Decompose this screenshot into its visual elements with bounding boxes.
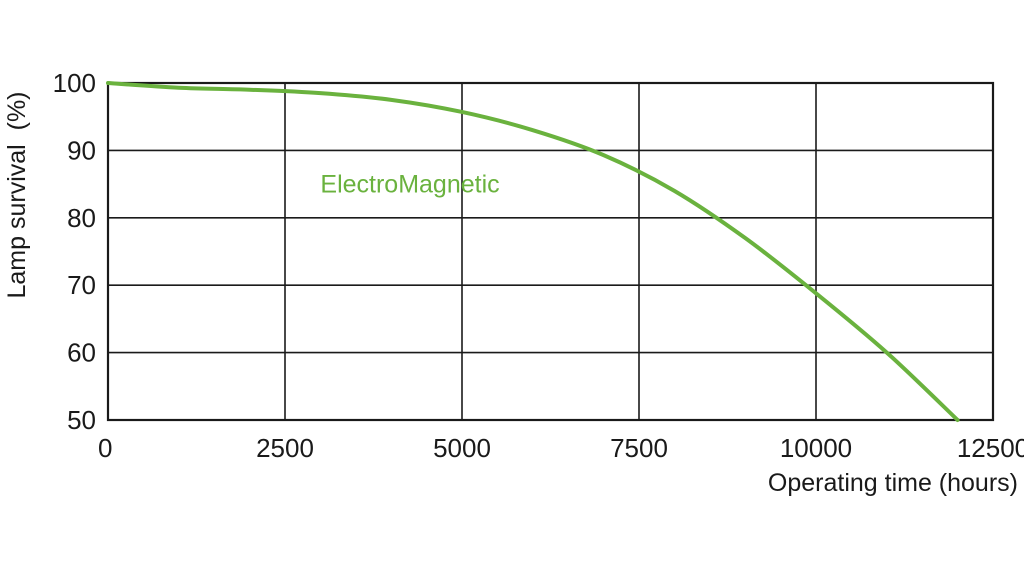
x-tick-label-0: 0 (98, 433, 112, 463)
y-tick-label-70: 70 (67, 270, 96, 300)
annotation-label-0: ElectroMagnetic (320, 170, 499, 198)
y-tick-labels: 50 60 70 80 90 100 (53, 68, 96, 435)
series-lines (106, 81, 960, 422)
plot-frame (106, 81, 995, 422)
x-tick-labels: 0 2500 5000 7500 10000 12500 (98, 433, 1024, 463)
y-tick-label-60: 60 (67, 338, 96, 368)
x-tick-label-2500: 2500 (256, 433, 314, 463)
y-tick-label-50: 50 (67, 405, 96, 435)
x-tick-label-10000: 10000 (780, 433, 852, 463)
series-line-electromagnetic (106, 81, 960, 422)
grid-lines (108, 83, 993, 420)
x-axis-label: Operating time (hours) (768, 469, 1018, 497)
y-axis-label: Lamp survival (%) (3, 92, 31, 299)
y-tick-label-100: 100 (53, 68, 96, 98)
x-tick-label-5000: 5000 (433, 433, 491, 463)
y-tick-label-90: 90 (67, 135, 96, 165)
x-tick-label-12500: 12500 (957, 433, 1024, 463)
y-tick-label-80: 80 (67, 203, 96, 233)
x-tick-label-7500: 7500 (610, 433, 668, 463)
annotations: ElectroMagnetic (320, 170, 499, 198)
